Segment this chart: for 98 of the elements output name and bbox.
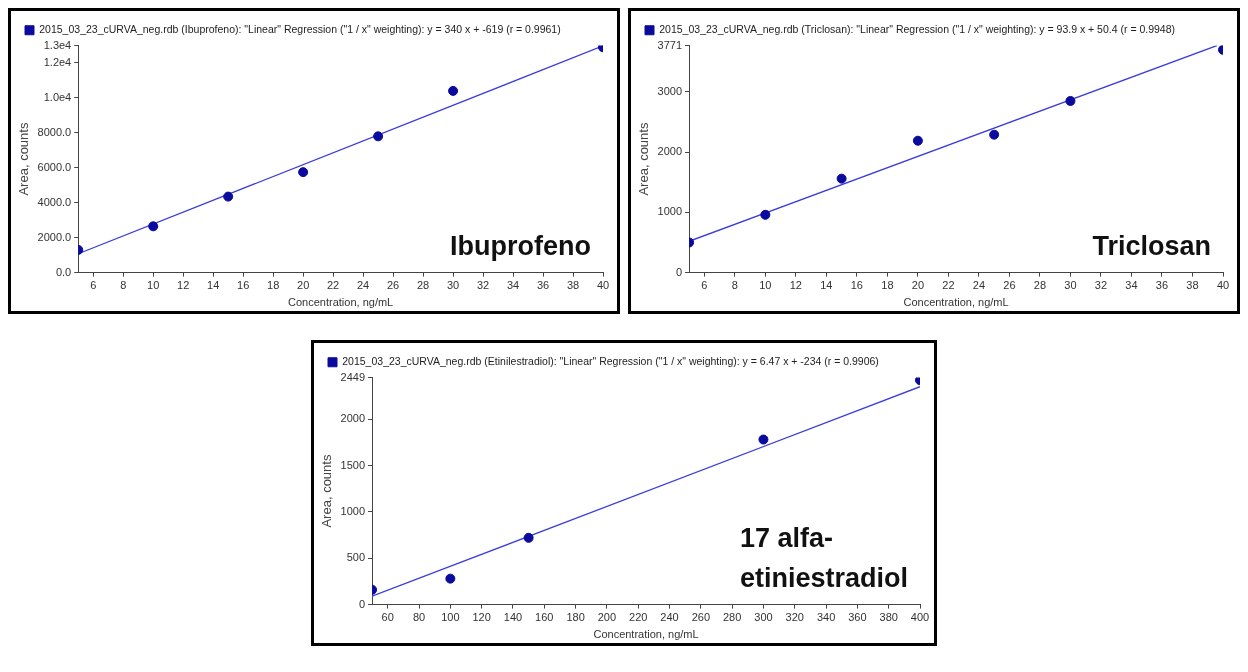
point <box>989 129 1000 140</box>
annotation: Ibuprofeno <box>450 230 592 261</box>
x-tick-label: 12 <box>177 279 190 292</box>
x-tick-label: 16 <box>850 279 863 292</box>
y-axis-title: Area, counts <box>636 122 652 196</box>
x-tick-label: 32 <box>476 279 490 292</box>
x-tick-label: 18 <box>881 279 894 292</box>
x-tick-label: 16 <box>237 279 250 292</box>
x-tick-label: 28 <box>416 279 430 292</box>
x-tick-label: 6 <box>90 279 97 292</box>
x-tick-label: 220 <box>629 611 648 624</box>
x-tick-label: 40 <box>1216 279 1230 292</box>
x-tick-label: 60 <box>381 611 394 624</box>
point <box>298 167 309 178</box>
x-tick-label: 280 <box>722 611 742 624</box>
y-axis-title: Area, counts <box>319 454 335 528</box>
y-tick-label: 3771 <box>657 38 683 51</box>
x-tick-label: 300 <box>754 611 773 624</box>
x-axis-title: Concentration, ng/mL <box>903 296 1009 309</box>
x-tick-label: 36 <box>536 279 550 292</box>
x-tick-label: 34 <box>1125 279 1138 292</box>
x-tick-label: 320 <box>785 611 804 624</box>
x-tick-label: 400 <box>910 611 930 624</box>
y-tick-label: 500 <box>346 551 366 564</box>
x-tick-label: 34 <box>506 279 520 292</box>
x-tick-label: 22 <box>327 279 340 292</box>
y-tick-label: 1000 <box>657 205 683 218</box>
y-tick-label: 1000 <box>340 504 366 517</box>
x-tick-label: 30 <box>446 279 460 292</box>
x-tick-label: 360 <box>848 611 867 624</box>
y-tick-label: 0 <box>358 597 366 610</box>
x-tick-label: 200 <box>597 611 617 624</box>
y-tick-label: 1.3e4 <box>43 38 72 51</box>
y-tick-label: 8000.0 <box>37 125 72 138</box>
y-tick-label: 2449 <box>340 370 366 383</box>
x-tick-label: 26 <box>386 279 400 292</box>
x-tick-label: 32 <box>1094 279 1108 292</box>
legend-label: 2015_03_23_cURVA_neg.rdb (Etinilestradiol): "Linear" Regression ("1 / x" weighting): y = 6.47 x + -234 (r = 0.9906) <box>342 355 879 368</box>
point <box>448 85 459 96</box>
y-tick-label: 0 <box>675 265 683 278</box>
x-tick-label: 18 <box>267 279 280 292</box>
x-tick-label: 22 <box>942 279 955 292</box>
point <box>760 209 771 220</box>
y-tick-label: 2000 <box>340 412 366 425</box>
x-tick-label: 160 <box>535 611 554 624</box>
x-axis-title: Concentration, ng/mL <box>593 628 699 641</box>
x-tick-label: 14 <box>820 279 833 292</box>
x-tick-label: 100 <box>441 611 460 624</box>
point <box>148 221 159 232</box>
x-tick-label: 340 <box>816 611 836 624</box>
x-tick-label: 20 <box>297 279 310 292</box>
y-axis-title: Area, counts <box>16 122 32 196</box>
annotation: Triclosan <box>1092 230 1211 261</box>
point <box>373 131 384 142</box>
x-tick-label: 6 <box>701 279 708 292</box>
y-tick-label: 0.0 <box>55 265 72 278</box>
point <box>1065 95 1076 106</box>
point <box>758 434 769 445</box>
y-tick-label: 2000.0 <box>37 230 72 243</box>
x-tick-label: 8 <box>120 279 127 292</box>
x-axis-title: Concentration, ng/mL <box>288 296 394 309</box>
x-tick-label: 24 <box>972 279 986 292</box>
x-tick-label: 380 <box>879 611 898 624</box>
point <box>836 173 847 184</box>
x-tick-label: 38 <box>566 279 580 292</box>
y-tick-label: 1.0e4 <box>43 90 72 103</box>
x-tick-label: 10 <box>147 279 160 292</box>
x-tick-label: 26 <box>1003 279 1016 292</box>
x-tick-label: 240 <box>660 611 679 624</box>
x-tick-label: 260 <box>691 611 711 624</box>
x-tick-label: 30 <box>1064 279 1077 292</box>
point <box>523 532 534 543</box>
x-tick-label: 140 <box>503 611 523 624</box>
y-tick-label: 1.2e4 <box>43 56 72 68</box>
x-tick-label: 10 <box>759 279 772 292</box>
x-tick-label: 38 <box>1186 279 1199 292</box>
y-tick-label: 1500 <box>340 458 366 471</box>
y-tick-label: 4000.0 <box>37 195 72 208</box>
y-tick-label: 2000 <box>657 145 683 158</box>
point <box>445 573 456 584</box>
x-tick-label: 36 <box>1155 279 1169 292</box>
x-tick-label: 28 <box>1033 279 1047 292</box>
y-tick-label: 3000 <box>657 84 683 97</box>
annotation: 17 alfa- etiniestradiol <box>739 522 909 593</box>
point <box>912 135 923 146</box>
x-tick-label: 14 <box>207 279 220 292</box>
point <box>223 191 234 202</box>
x-tick-label: 120 <box>472 611 491 624</box>
x-tick-label: 8 <box>731 279 738 292</box>
legend-label: 2015_03_23_cURVA_neg.rdb (Ibuprofeno): "Linear" Regression ("1 / x" weighting): y = 340 x + -619 (r = 0.9961) <box>39 23 561 36</box>
y-tick-label: 6000.0 <box>37 160 72 173</box>
x-tick-label: 80 <box>412 611 426 624</box>
x-tick-label: 40 <box>596 279 610 292</box>
legend-label: 2015_03_23_cURVA_neg.rdb (Triclosan): "Linear" Regression ("1 / x" weighting): y = 93.9 x + 50.4 (r = 0.9948) <box>659 23 1176 36</box>
x-tick-label: 20 <box>911 279 925 292</box>
x-tick-label: 180 <box>566 611 585 624</box>
x-tick-label: 24 <box>356 279 370 292</box>
x-tick-label: 12 <box>789 279 802 292</box>
